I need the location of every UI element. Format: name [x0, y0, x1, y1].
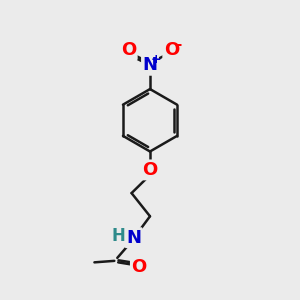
Text: O: O [131, 258, 147, 276]
Text: H: H [111, 227, 125, 245]
Text: N: N [142, 56, 158, 74]
Text: N: N [126, 229, 141, 247]
Text: -: - [175, 37, 181, 52]
Text: O: O [142, 161, 158, 179]
Text: O: O [121, 41, 136, 59]
Text: O: O [164, 41, 179, 59]
Text: +: + [151, 53, 161, 66]
